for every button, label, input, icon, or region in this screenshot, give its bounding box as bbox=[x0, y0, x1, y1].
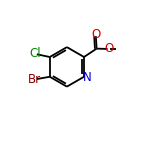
Text: O: O bbox=[104, 42, 113, 55]
Text: O: O bbox=[91, 28, 100, 41]
Text: Cl: Cl bbox=[29, 47, 41, 60]
Text: Br: Br bbox=[28, 73, 41, 86]
Text: N: N bbox=[83, 71, 92, 85]
